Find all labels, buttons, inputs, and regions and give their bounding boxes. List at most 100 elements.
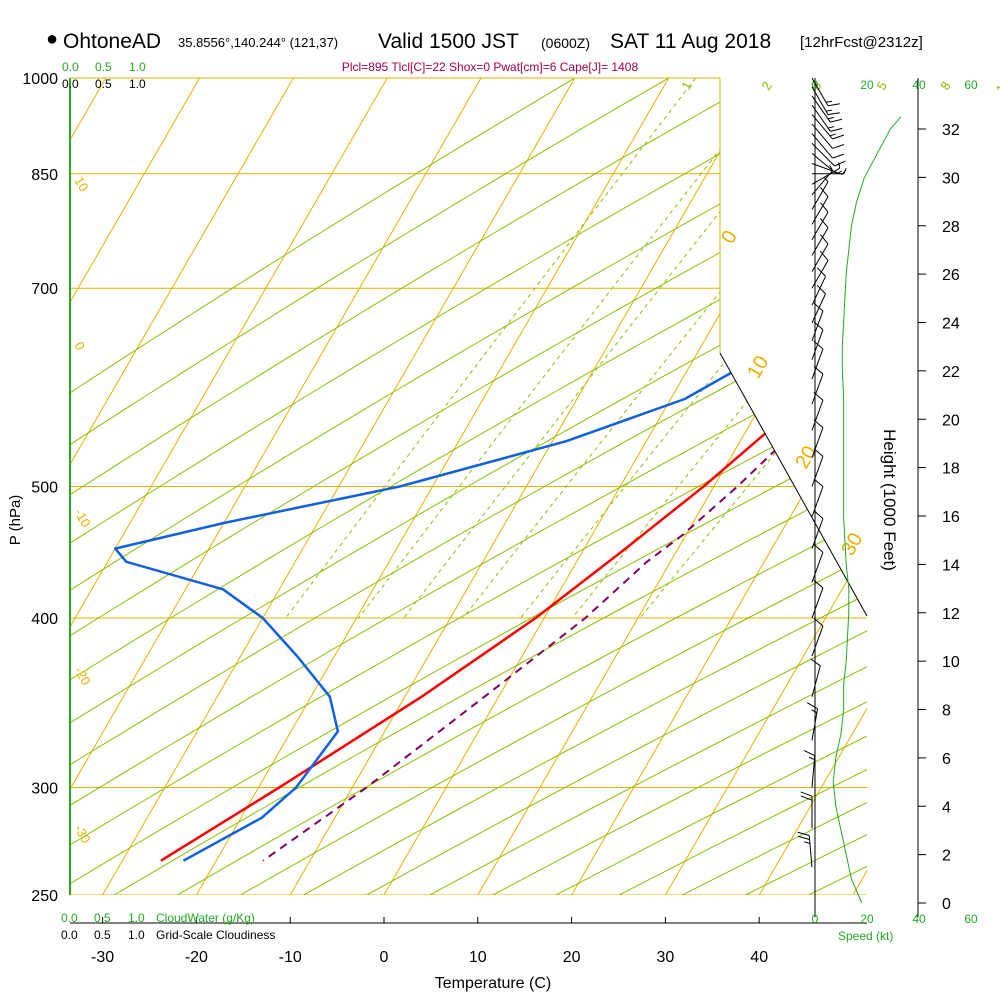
wind-barb-flag <box>797 831 810 836</box>
wind-barb-flag <box>816 267 826 277</box>
wind-barb-staff <box>811 456 824 487</box>
dry-adiabat-line <box>70 78 867 895</box>
cloudwater-bottom-0: 0.0 <box>61 911 78 925</box>
isotherm-line <box>70 78 217 895</box>
isotherm-line <box>70 78 311 895</box>
wind-barb-staff <box>811 181 829 210</box>
wind-barb-flag <box>830 127 843 132</box>
wind-barb-half-flag <box>808 756 815 761</box>
pressure-tick-label: 1000 <box>22 71 58 88</box>
wind-barb-flag <box>800 791 813 797</box>
speed-tick-top: 0 <box>812 78 819 92</box>
mixing-ratio-line <box>462 78 867 619</box>
wind-barb-half-flag <box>803 841 811 844</box>
wind-barb <box>811 478 824 517</box>
isotherm-line <box>651 78 867 895</box>
height-tick-label: 30 <box>942 170 960 187</box>
dry-adiabat-line <box>260 78 867 895</box>
isotherm-line <box>182 78 686 895</box>
wind-barb-flag <box>800 795 813 801</box>
speed-tick-bottom: 0 <box>812 912 819 926</box>
wind-barb-staff <box>811 293 826 324</box>
wind-barb-staff <box>811 400 824 431</box>
height-tick-label: 20 <box>942 412 960 429</box>
wind-barb-flag <box>813 579 824 589</box>
cloudiness-bottom-2: 1.0 <box>128 928 145 942</box>
isotherm-label: 30 <box>837 529 867 559</box>
wind-barb <box>811 114 845 140</box>
isotherm-line <box>70 78 499 895</box>
dry-adiabat-line <box>70 78 867 895</box>
wind-barb <box>811 340 824 380</box>
wind-barb-staff <box>811 227 829 256</box>
wind-barb <box>811 302 824 342</box>
wind-barb-half-flag <box>829 133 836 137</box>
wind-barb-staff <box>811 518 824 549</box>
series-dewpoint-line <box>113 78 867 862</box>
forecast-info: [12hrFcst@2312z] <box>800 34 923 51</box>
dry-adiabat-line <box>70 78 624 895</box>
station-coords: 35.8556°,140.244° (121,37) <box>178 35 339 50</box>
wind-barb-staff <box>811 211 829 240</box>
x-axis-title: Temperature (C) <box>435 975 551 992</box>
wind-barb-staff <box>811 162 843 175</box>
speed-tick-bottom: 40 <box>912 912 926 926</box>
height-tick-label: 14 <box>942 557 960 574</box>
cloudiness-top-1: 0.5 <box>95 77 112 91</box>
wind-barb-flag <box>834 160 846 167</box>
wind-barb-staff <box>811 95 831 123</box>
wind-barb-staff <box>811 348 824 380</box>
temp-tick-label: 30 <box>657 949 675 966</box>
valid-date: SAT 11 Aug 2018 <box>610 30 772 53</box>
wind-barb <box>811 250 829 289</box>
wind-barb-staff <box>811 123 833 149</box>
speed-label: Speed (kt) <box>838 929 893 943</box>
height-tick-label: 6 <box>942 751 951 768</box>
temp-tick-label: -30 <box>91 949 114 966</box>
wind-barb <box>811 202 829 240</box>
pressure-tick-label: 850 <box>31 167 58 184</box>
wind-barb-staff <box>811 665 821 697</box>
wind-barb <box>811 133 845 159</box>
mixing-ratio-line <box>358 78 777 619</box>
wind-barb-flag <box>797 835 810 840</box>
cloudiness-top-2: 1.0 <box>129 77 146 91</box>
temp-tick-label: 0 <box>380 949 389 966</box>
wind-barb <box>811 543 824 583</box>
wind-barb-flag <box>813 340 824 350</box>
wind-barb-staff <box>811 86 829 115</box>
wind-barb-flag <box>813 321 824 331</box>
dry-adiabat-line <box>323 78 867 895</box>
wind-barb-flag <box>832 134 845 140</box>
dry-adiabat-line <box>70 78 867 895</box>
wind-barb-half-flag <box>829 164 834 171</box>
wind-barb <box>811 392 824 431</box>
sounding-series <box>113 78 867 862</box>
wind-barb <box>811 164 834 196</box>
wind-barb-flag <box>830 118 843 123</box>
isotherm-line <box>744 78 867 895</box>
wind-barb <box>811 365 824 405</box>
dry-adiabat-line <box>70 78 814 895</box>
speed-tick-top: 40 <box>912 78 926 92</box>
dry-adiabat-line <box>73 78 867 895</box>
wind-barb-half-flag <box>825 109 833 112</box>
chart-header: ● OhtoneAD 35.8556°,140.244° (121,37) Va… <box>0 0 1000 60</box>
wind-barb <box>811 510 824 549</box>
pressure-tick-label: 250 <box>31 888 58 905</box>
top-scales: 0.0 0.5 1.0 0.0 0.5 1.0 <box>62 60 146 91</box>
height-tick-label: 2 <box>942 848 951 865</box>
wind-barb <box>811 187 829 225</box>
dry-adiabat-line <box>70 78 719 895</box>
wind-barb-staff <box>811 114 833 140</box>
wind-barb-flag <box>816 284 826 295</box>
wind-barb-flag <box>820 202 829 213</box>
bottom-scales: 0.0 0.5 1.0 CloudWater (g/Kg) 0.0 0.5 1.… <box>61 911 893 943</box>
wind-barb-flag <box>813 510 824 519</box>
isotherm-label: 0 <box>717 227 742 248</box>
wind-barb-staff <box>808 835 813 868</box>
wind-barb-flag <box>813 365 824 375</box>
wind-barb <box>811 162 841 185</box>
wind-barb-staff <box>811 196 829 225</box>
cloudiness-bottom-1: 0.5 <box>94 928 111 942</box>
